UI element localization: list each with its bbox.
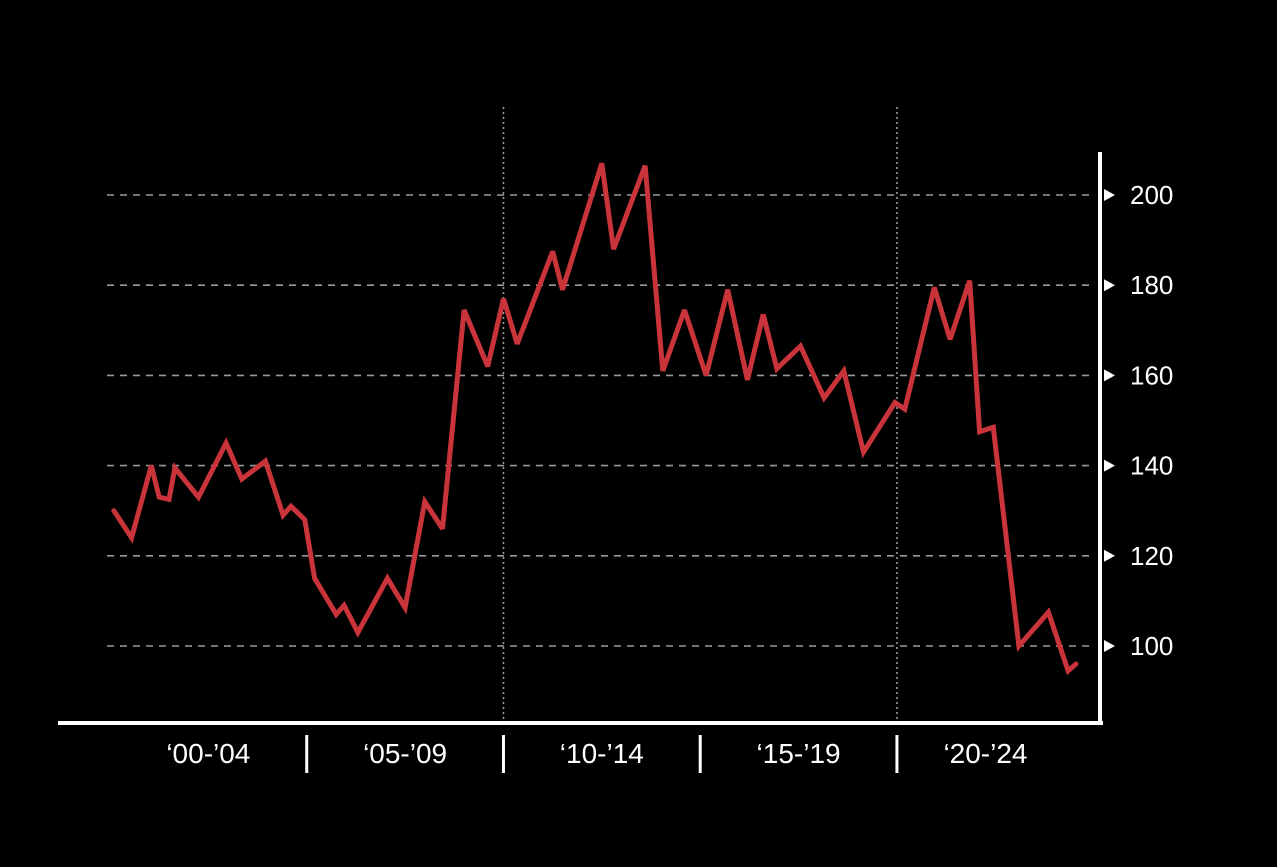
- period-label: ‘20-’24: [943, 738, 1027, 769]
- y-tick-label: 100: [1130, 631, 1173, 661]
- y-tick-label: 140: [1130, 451, 1173, 481]
- y-tick-label: 180: [1130, 270, 1173, 300]
- period-label: ‘05-’09: [363, 738, 447, 769]
- y-tick-label: 200: [1130, 180, 1173, 210]
- y-tick-label: 160: [1130, 360, 1173, 390]
- period-label: ‘00-’04: [166, 738, 250, 769]
- period-label: ‘15-’19: [757, 738, 841, 769]
- y-tick-label: 120: [1130, 541, 1173, 571]
- period-label: ‘10-’14: [560, 738, 644, 769]
